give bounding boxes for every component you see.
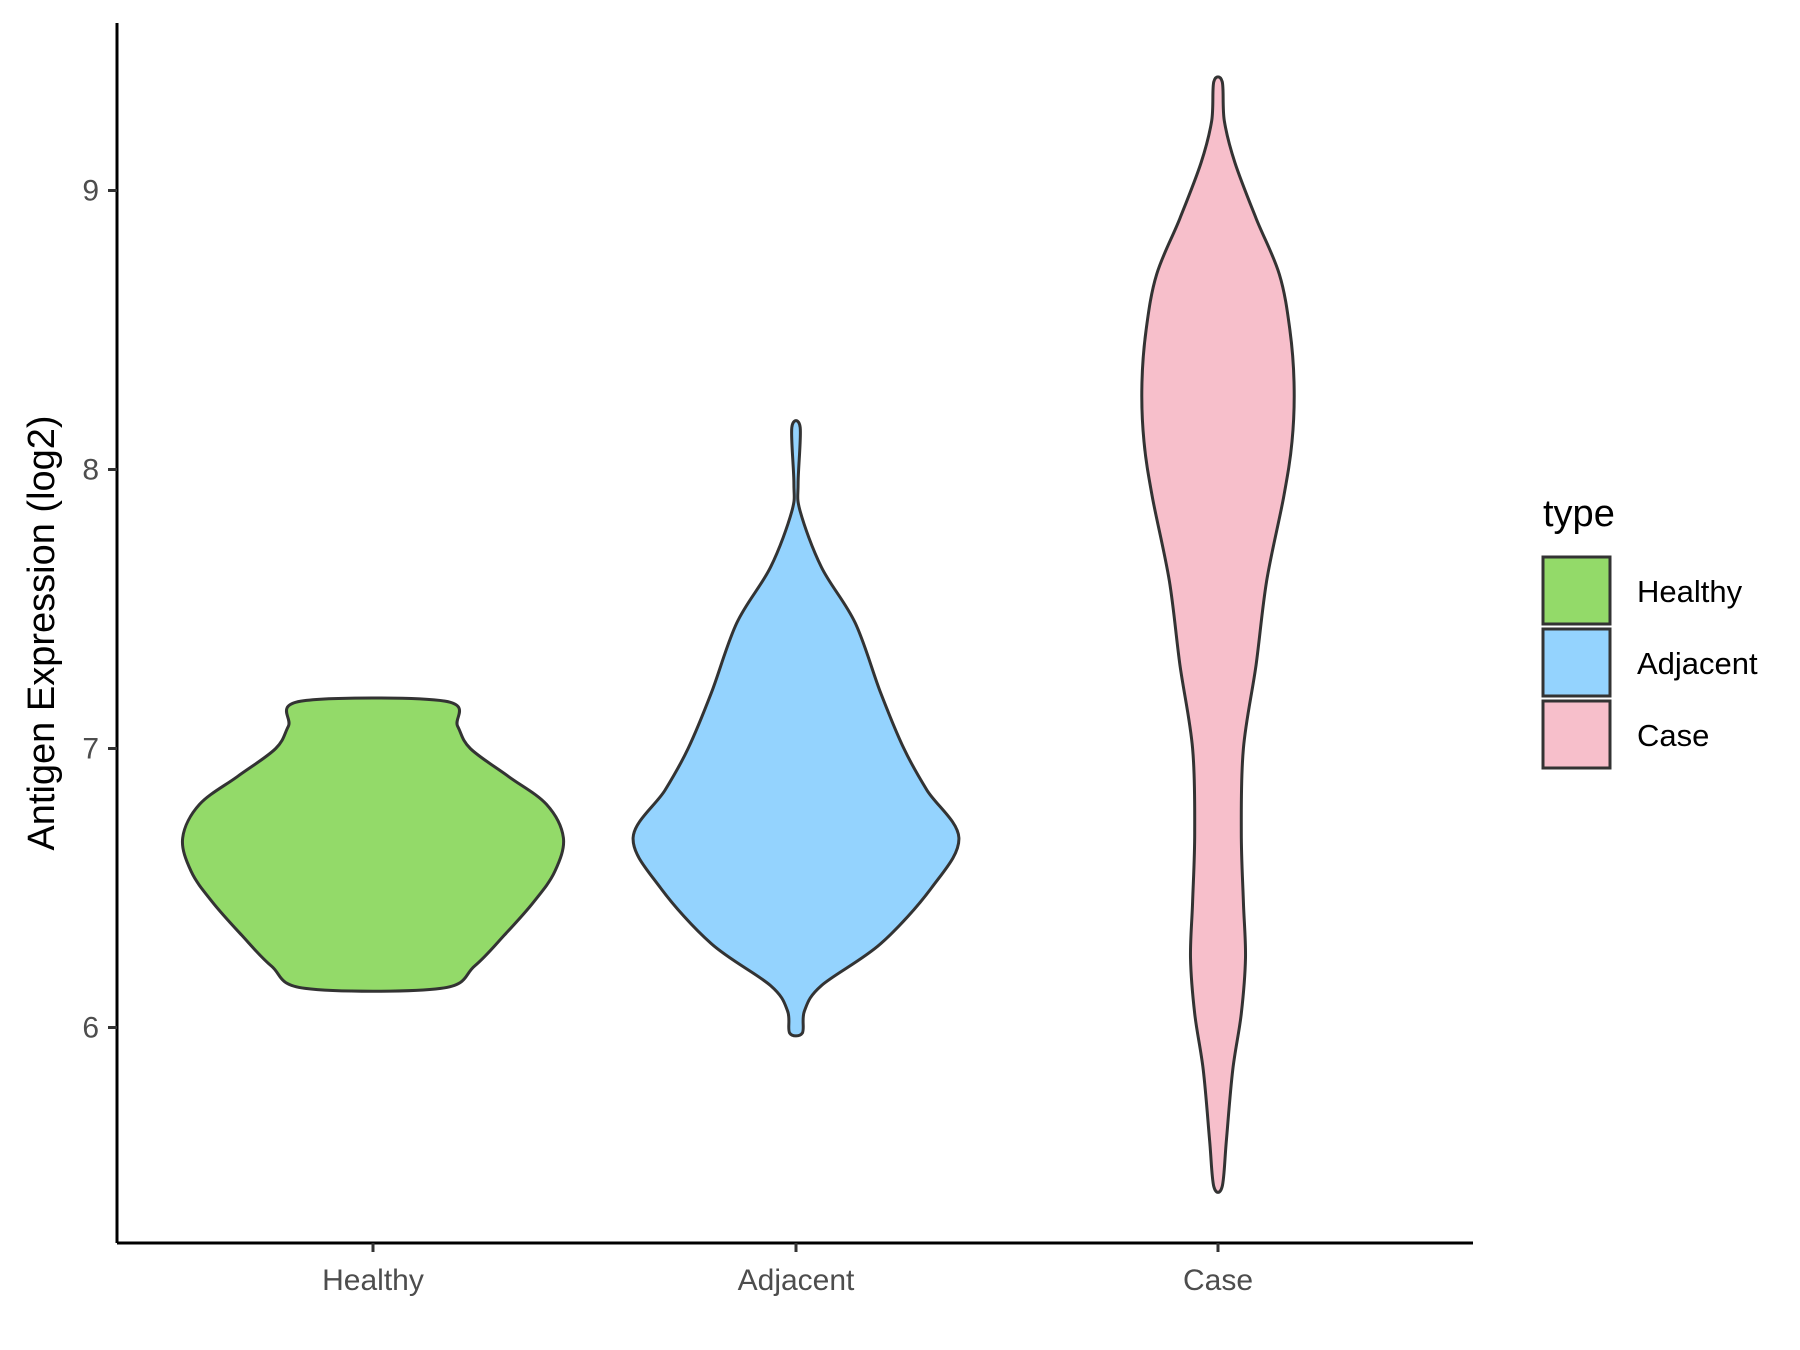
violin-layer	[180, 75, 1296, 1194]
x-tick-label: Adjacent	[738, 1264, 855, 1297]
y-tick-label: 8	[82, 454, 99, 487]
legend: type Healthy Adjacent Case	[1541, 493, 1758, 770]
legend-swatch-case	[1541, 699, 1612, 770]
violin-adjacent	[631, 419, 961, 1038]
legend-title: type	[1543, 493, 1615, 535]
y-axis-ticks: 6 7 8 9	[82, 175, 117, 1045]
x-tick-label: Healthy	[322, 1264, 424, 1297]
legend-label-healthy: Healthy	[1637, 574, 1743, 609]
legend-swatch-adjacent	[1541, 627, 1612, 698]
legend-label-adjacent: Adjacent	[1637, 646, 1758, 681]
y-tick-label: 9	[82, 175, 99, 208]
y-axis-title: Antigen Expression (log2)	[21, 415, 63, 850]
legend-items: Healthy Adjacent Case	[1541, 555, 1758, 770]
x-axis-ticks: Healthy Adjacent Case	[322, 1243, 1253, 1297]
violin-case	[1140, 75, 1296, 1194]
violin-healthy	[180, 696, 566, 993]
legend-swatch-healthy	[1541, 555, 1612, 626]
legend-label-case: Case	[1637, 718, 1709, 753]
y-tick-label: 6	[82, 1012, 99, 1045]
x-tick-label: Case	[1183, 1264, 1253, 1297]
y-tick-label: 7	[82, 733, 99, 766]
